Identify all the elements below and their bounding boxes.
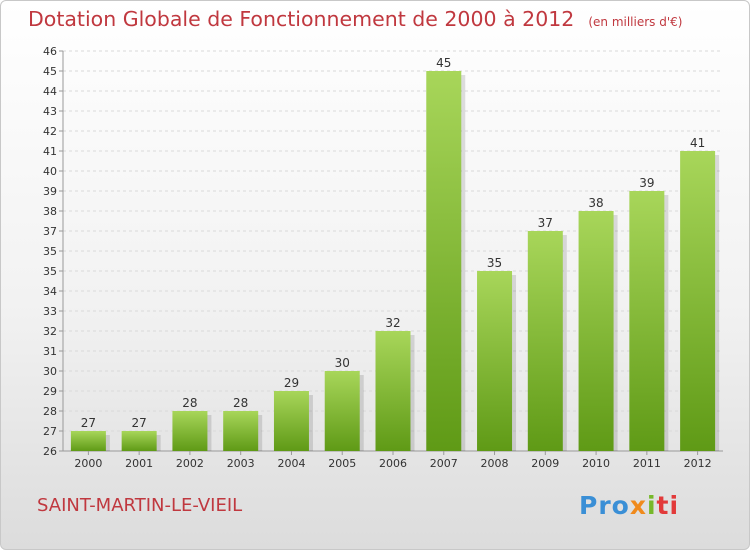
value-label: 41 [690,136,705,150]
value-label: 32 [385,316,400,330]
y-tick-label: 42 [43,125,57,138]
x-tick-label: 2005 [328,457,356,470]
x-tick-label: 2009 [531,457,559,470]
y-tick-label: 38 [43,205,57,218]
y-tick-label: 46 [43,45,57,58]
y-tick-label: 45 [43,65,57,78]
logo-part-1: Pro [579,491,630,520]
y-tick-label: 35 [43,265,57,278]
y-tick-label: 32 [43,325,57,338]
bar-2007 [426,71,462,451]
bar-2000 [70,431,106,451]
y-tick-label: 37 [43,225,57,238]
y-tick-label: 34 [43,285,57,298]
x-tick-labels: 2000 2001 2002 2003 2004 2005 2006 2007 2008 2009… [74,457,711,470]
chart-title: Dotation Globale de Fonctionnement de 20… [28,7,682,31]
value-label: 39 [639,176,654,190]
x-tick-label: 2007 [430,457,458,470]
value-label: 30 [335,356,350,370]
x-tick-label: 2001 [125,457,153,470]
x-tick-label: 2006 [379,457,407,470]
y-tick-label: 43 [43,105,57,118]
y-tick-label: 30 [43,365,57,378]
logo-part-4: ti [656,491,680,520]
y-tick-label: 44 [43,85,57,98]
y-tick-label: 27 [43,425,57,438]
chart-unit: (en milliers d'€) [588,15,683,29]
value-label: 35 [487,256,502,270]
value-label: 28 [233,396,248,410]
x-tick-label: 2008 [481,457,509,470]
x-tick-label: 2003 [227,457,255,470]
y-tick-labels: 26 27 28 29 30 31 32 33 34 35 35 37 38 39 40 41 42 43 44 45… [43,45,57,458]
bar-2006 [375,331,411,451]
y-tick-label: 26 [43,445,57,458]
bar-2011 [629,191,665,451]
bars [70,71,720,451]
y-tick-label: 33 [43,305,57,318]
y-tick-label: 41 [43,145,57,158]
x-tick-label: 2011 [633,457,661,470]
x-tick-label: 2002 [176,457,204,470]
y-tick-label: 39 [43,185,57,198]
y-tick-label: 35 [43,245,57,258]
value-label: 28 [182,396,197,410]
bar-2005 [324,371,360,451]
logo-part-3: i [646,491,657,520]
value-label: 45 [436,56,451,70]
y-tick-label: 40 [43,165,57,178]
y-tick-label: 28 [43,405,57,418]
bar-2003 [223,411,259,451]
commune-name: SAINT-MARTIN-LE-VIEIL [37,495,243,516]
y-tick-label: 31 [43,345,57,358]
y-tick-label: 29 [43,385,57,398]
value-label: 37 [538,216,553,230]
bar-2010 [578,211,614,451]
x-tick-label: 2010 [582,457,610,470]
bar-2004 [273,391,309,451]
value-label: 27 [132,416,147,430]
bar-2002 [172,411,208,451]
chart-title-text: Dotation Globale de Fonctionnement de 20… [28,7,575,31]
value-label: 27 [81,416,96,430]
x-tick-label: 2004 [277,457,305,470]
x-tick-label: 2000 [74,457,102,470]
x-tick-label: 2012 [684,457,712,470]
bar-2001 [121,431,157,451]
bar-2009 [527,231,563,451]
proxiti-logo: Proxiti [579,491,679,520]
logo-part-2: x [629,491,647,520]
value-label: 38 [588,196,603,210]
value-labels: 27 27 28 28 29 30 32 45 35 37 38 39 41 [81,56,706,430]
bar-2012 [680,151,716,451]
bar-2008 [477,271,513,451]
value-label: 29 [284,376,299,390]
